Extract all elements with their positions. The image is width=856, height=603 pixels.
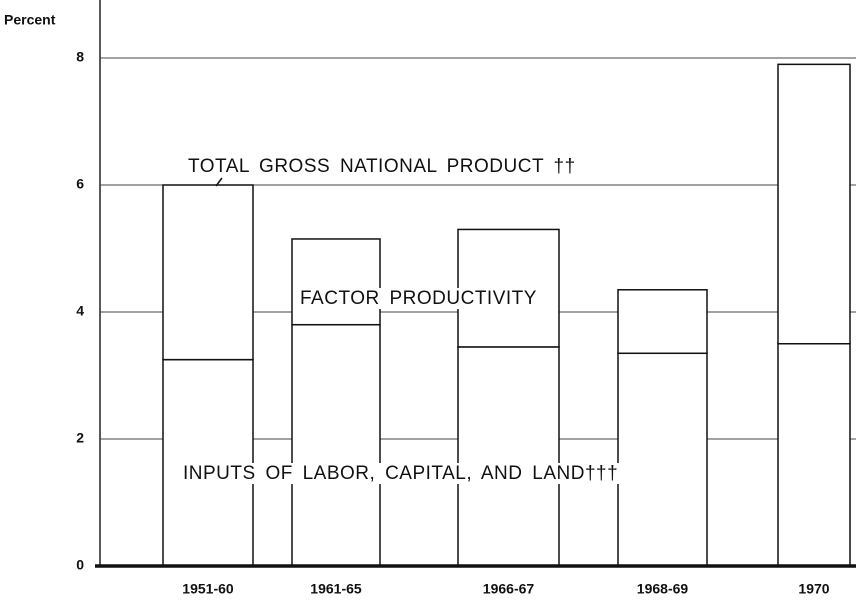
bar-segment <box>777 343 851 567</box>
bar-segment <box>457 346 560 567</box>
x-tick-label: 1968-69 <box>637 581 689 597</box>
annotation: TOTAL GROSS NATIONAL PRODUCT †† <box>188 156 576 177</box>
leader-line <box>215 177 223 187</box>
annotation: FACTOR PRODUCTIVITY <box>300 288 537 309</box>
bar-segment <box>291 238 381 326</box>
annotation-background <box>184 156 580 178</box>
bar-segment <box>291 323 381 567</box>
y-tick-label: 4 <box>76 303 84 319</box>
annotation: INPUTS OF LABOR, CAPITAL, AND LAND††† <box>183 463 618 484</box>
annotation-background <box>179 463 623 485</box>
x-tick-label: 1961-65 <box>310 581 362 597</box>
bar-segment <box>617 352 708 567</box>
bar-segment <box>162 184 254 361</box>
y-axis-label: Percent <box>4 12 56 28</box>
bar-segment <box>777 63 851 345</box>
y-tick-label: 8 <box>76 49 84 65</box>
y-tick-label: 2 <box>76 430 84 446</box>
y-tick-label: 6 <box>76 176 84 192</box>
annotation-background <box>296 288 541 310</box>
x-tick-label: 1966-67 <box>483 581 535 597</box>
bar-segment <box>617 289 708 355</box>
y-tick-label: 0 <box>76 557 84 573</box>
x-tick-label: 1951-60 <box>182 581 234 597</box>
x-tick-label: 1970 <box>798 581 829 597</box>
